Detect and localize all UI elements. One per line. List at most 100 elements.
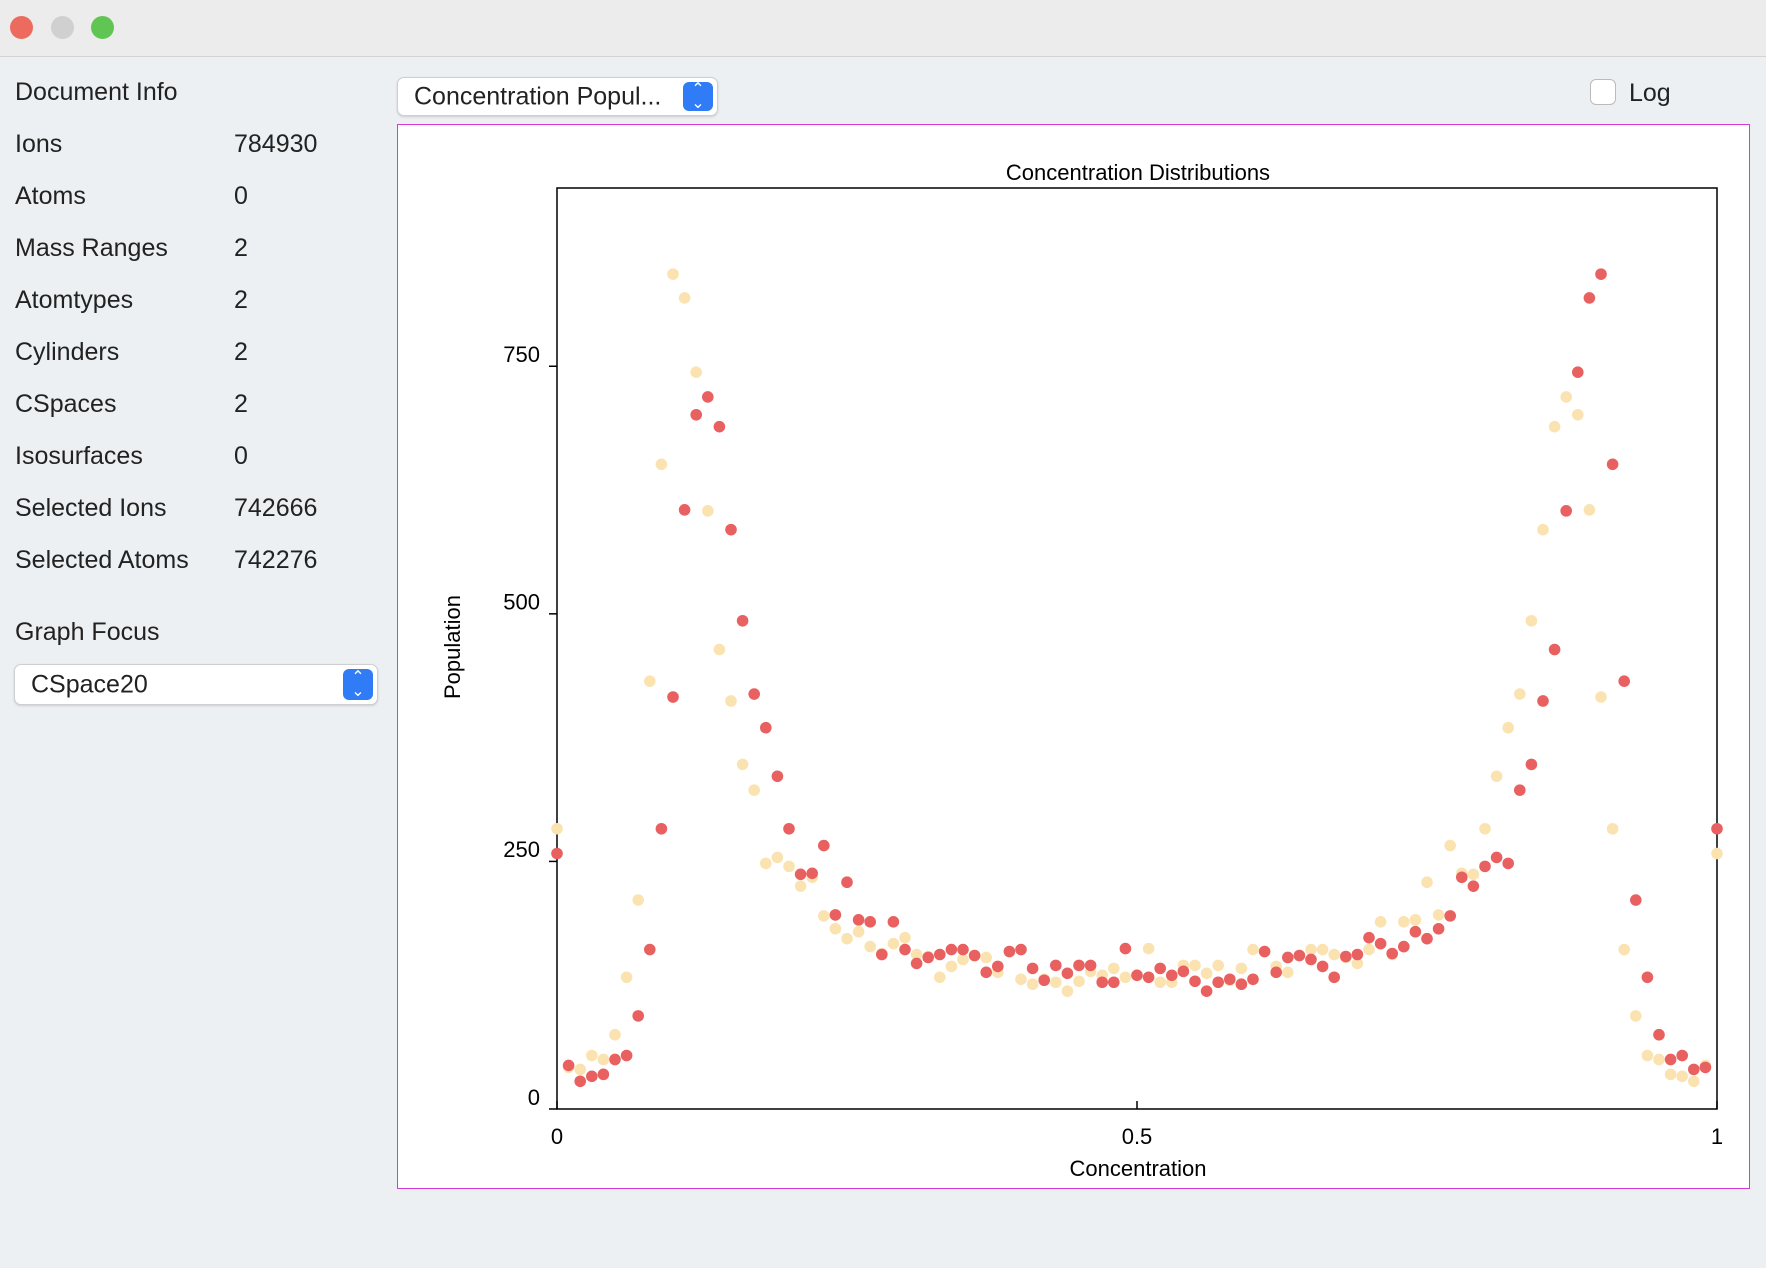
plot-select-value: Concentration Popul... (414, 82, 662, 110)
data-point (771, 770, 784, 783)
data-point (1641, 1049, 1654, 1062)
data-point (1235, 978, 1248, 991)
info-value: 2 (234, 338, 248, 366)
data-point (620, 971, 633, 984)
data-point (1409, 925, 1422, 938)
data-point (609, 1028, 621, 1041)
data-point (1316, 960, 1329, 973)
data-point (1572, 408, 1584, 421)
info-label: Ions (15, 130, 63, 158)
data-point (1015, 973, 1027, 986)
data-point (1653, 1053, 1665, 1066)
data-point (771, 851, 784, 864)
data-point (945, 960, 958, 973)
data-point (1282, 966, 1294, 979)
data-point (1247, 973, 1259, 986)
info-value: 2 (234, 390, 248, 418)
plot-select[interactable]: Concentration Popul... ⌃ ⌄ (397, 77, 718, 116)
data-point (1154, 976, 1166, 989)
data-point (1096, 976, 1108, 989)
data-point (794, 880, 807, 892)
info-label: Mass Ranges (15, 234, 168, 262)
data-point (667, 268, 679, 280)
data-point (806, 867, 818, 880)
data-point (1235, 962, 1248, 975)
data-point (1456, 871, 1468, 884)
data-point (1444, 839, 1456, 852)
data-point (702, 391, 714, 403)
data-point (1200, 985, 1213, 997)
data-point (1688, 1063, 1700, 1076)
data-point (1073, 975, 1085, 988)
data-point (852, 914, 865, 926)
data-point (725, 523, 737, 536)
sidebar-title: Document Info (15, 78, 178, 106)
data-point (864, 940, 876, 953)
data-point (1050, 976, 1062, 989)
data-point (910, 957, 923, 970)
data-point (1630, 894, 1642, 906)
data-point (1003, 945, 1016, 958)
data-point (1224, 973, 1236, 986)
data-point (922, 951, 934, 964)
data-point (586, 1070, 598, 1083)
data-point (980, 951, 992, 964)
data-point (1340, 950, 1352, 963)
data-point (632, 894, 644, 906)
data-point (1374, 937, 1387, 950)
data-point (1212, 976, 1224, 989)
data-point (586, 1049, 598, 1062)
data-point (1432, 922, 1445, 935)
data-point (1502, 721, 1514, 734)
minimize-button[interactable] (51, 16, 74, 39)
info-label: CSpaces (15, 390, 117, 418)
close-button[interactable] (10, 16, 33, 39)
data-point (1108, 976, 1120, 989)
data-point (1061, 967, 1074, 980)
zoom-button[interactable] (91, 16, 114, 39)
data-point (1711, 847, 1723, 860)
data-point (852, 925, 865, 938)
log-checkbox[interactable] (1590, 79, 1616, 105)
data-point (644, 943, 656, 956)
log-label: Log (1629, 79, 1671, 107)
data-point (1421, 932, 1433, 945)
data-point (725, 695, 737, 707)
data-point (968, 949, 981, 962)
data-point (957, 943, 969, 956)
data-point (876, 948, 888, 961)
data-point (655, 822, 668, 835)
data-point (1583, 292, 1596, 304)
data-point (1351, 957, 1364, 970)
title-bar (0, 0, 1766, 57)
select-arrow: ⌃ ⌄ (343, 669, 373, 700)
data-point (644, 675, 656, 687)
data-point (1664, 1053, 1677, 1066)
data-point (1189, 975, 1201, 988)
data-point (887, 937, 900, 950)
data-point (1490, 770, 1503, 783)
data-point (574, 1063, 586, 1076)
data-point (1606, 458, 1619, 471)
data-point (1351, 948, 1364, 961)
data-point (1073, 959, 1085, 972)
graph-focus-value: CSpace20 (31, 670, 148, 698)
data-point (1572, 366, 1584, 379)
data-point (690, 408, 702, 421)
data-point (980, 966, 992, 979)
data-point (910, 948, 923, 961)
data-point (1119, 942, 1132, 955)
data-point (1398, 916, 1410, 928)
data-point (1467, 868, 1480, 881)
data-point (1444, 910, 1456, 922)
info-label: Isosurfaces (15, 442, 143, 470)
data-point (551, 822, 563, 835)
info-value: 0 (234, 182, 248, 210)
data-point (1119, 971, 1132, 984)
data-point (1606, 822, 1619, 835)
info-value: 0 (234, 442, 248, 470)
graph-focus-select[interactable]: CSpace20 ⌃ ⌄ (14, 664, 378, 705)
data-point (1525, 614, 1538, 627)
data-point (713, 643, 726, 656)
